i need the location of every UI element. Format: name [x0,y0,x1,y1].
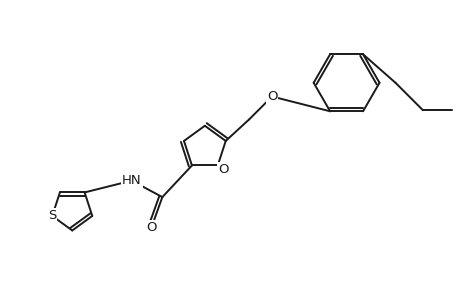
Text: O: O [266,90,277,103]
Text: O: O [218,163,228,176]
Text: S: S [48,209,56,222]
Text: O: O [146,221,156,234]
Text: HN: HN [122,174,141,187]
